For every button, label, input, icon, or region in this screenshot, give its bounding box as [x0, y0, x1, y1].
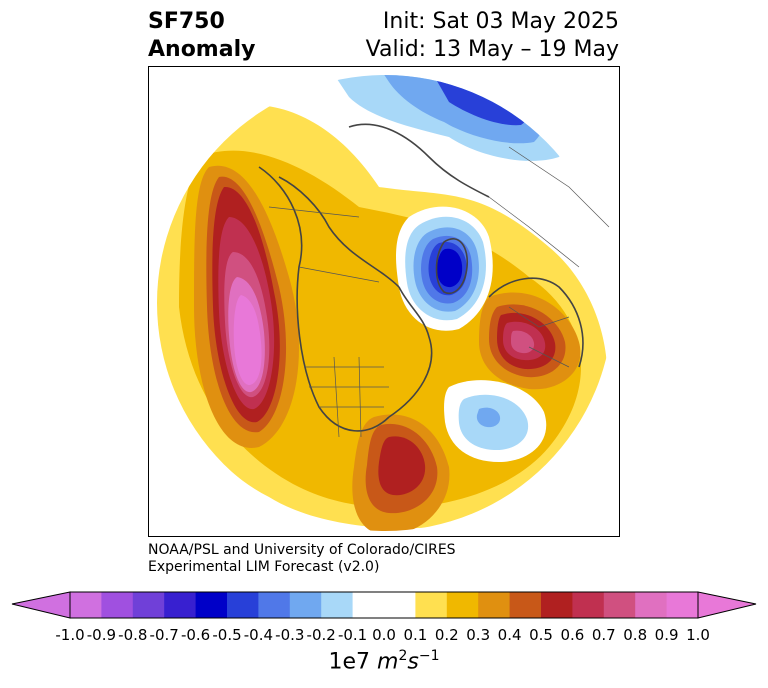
colorbar-cells [70, 592, 699, 618]
colorbar-cell [572, 592, 605, 618]
colorbar-tick-label: 1.0 [686, 626, 710, 644]
colorbar-cell [603, 592, 636, 618]
contour-fields [157, 75, 613, 531]
anomaly-map [157, 75, 613, 531]
colorbar-units: 1e7 m2s−1 [0, 648, 768, 674]
colorbar-tick-label: 0.6 [560, 626, 585, 644]
units-s: s [407, 649, 419, 675]
colorbar-tick-label: -0.3 [275, 626, 305, 644]
colorbar-tick-label: 0.4 [497, 626, 522, 644]
colorbar-cell [635, 592, 668, 618]
colorbar-extend-low [11, 591, 71, 619]
variable-name: SF750 [148, 9, 225, 34]
colorbar-cell [195, 592, 228, 618]
credit-line-2: Experimental LIM Forecast (v2.0) [148, 559, 380, 575]
init-date: Init: Sat 03 May 2025 [382, 9, 619, 34]
colorbar-cell [289, 592, 322, 618]
political-borders [268, 146, 610, 438]
colorbar [11, 591, 757, 619]
colorbar-tick-label: 0.0 [372, 626, 396, 644]
colorbar-tick-label: 0.3 [466, 626, 491, 644]
colorbar-cell [70, 592, 102, 618]
colorbar-tick-label: -1.0 [55, 626, 85, 644]
credit-text: NOAA/PSL and University of Colorado/CIRE… [148, 542, 456, 576]
colorbar-cell [478, 592, 511, 618]
colorbar-tick-label: -0.8 [118, 626, 148, 644]
colorbar-cell [541, 592, 573, 618]
plot-title-right: Init: Sat 03 May 2025 Valid: 13 May – 19… [366, 8, 619, 64]
colorbar-tick-label: 0.9 [654, 626, 679, 644]
colorbar-extend-high [697, 591, 757, 619]
credit-line-1: NOAA/PSL and University of Colorado/CIRE… [148, 542, 456, 558]
colorbar-tick-label: -0.6 [180, 626, 211, 644]
colorbar-tick-label: -0.9 [86, 626, 117, 644]
colorbar-cell [415, 592, 448, 618]
colorbar-tick-label: -0.5 [212, 626, 242, 644]
plot-title-left: SF750 Anomaly [148, 8, 255, 64]
map-frame [148, 66, 620, 537]
colorbar-cell [164, 592, 197, 618]
colorbar-cell [384, 592, 416, 618]
units-m: m [377, 649, 399, 675]
colorbar-cell [132, 592, 165, 618]
colorbar-tick-label: -0.1 [337, 626, 368, 644]
units-exp-minus1: −1 [418, 648, 440, 664]
colorbar-cell [258, 592, 291, 618]
colorbar-tick-label: -0.4 [243, 626, 274, 644]
units-prefix: 1e7 [328, 649, 371, 675]
colorbar-cell [352, 592, 385, 618]
colorbar-tick-label: 0.2 [434, 626, 459, 644]
colorbar-cell [321, 592, 354, 618]
colorbar-tick-label: 0.1 [403, 626, 428, 644]
colorbar-tick-label: -0.7 [149, 626, 179, 644]
colorbar-cell [101, 592, 134, 618]
colorbar-cell [509, 592, 542, 618]
colorbar-cell [227, 592, 259, 618]
colorbar-tick-label: 0.7 [591, 626, 616, 644]
coastlines [258, 123, 584, 432]
units-exp-2: 2 [398, 648, 408, 664]
colorbar-cell [446, 592, 479, 618]
colorbar-cell [666, 592, 699, 618]
field-kind: Anomaly [148, 37, 256, 62]
colorbar-tick-label: -0.2 [306, 626, 336, 644]
valid-range: Valid: 13 May – 19 May [365, 37, 619, 62]
colorbar-tick-label: 0.8 [623, 626, 648, 644]
colorbar-tick-label: 0.5 [529, 626, 553, 644]
